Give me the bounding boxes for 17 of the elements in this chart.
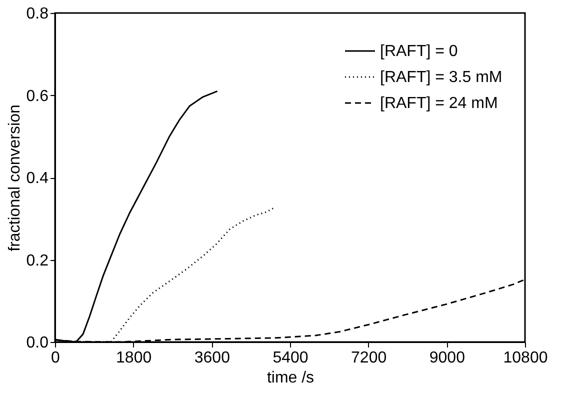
x-tick-label: 5400	[272, 350, 308, 366]
y-axis-title: fractional conversion	[6, 104, 24, 252]
legend-label: [RAFT] = 24 mM	[380, 95, 498, 112]
y-tick-label: 0.0	[26, 334, 49, 352]
legend-label: [RAFT] = 0	[380, 43, 458, 60]
x-tick-label: 1800	[116, 350, 152, 366]
x-tick-label: 0	[51, 350, 60, 366]
x-tick-label: 3600	[194, 350, 230, 366]
x-tick-label: 9000	[429, 350, 466, 366]
y-tick-label: 0.4	[26, 170, 49, 187]
y-tick-label: 0.2	[26, 252, 49, 270]
legend-label: [RAFT] = 3.5 mM	[380, 69, 502, 86]
y-tick-label: 0.6	[26, 88, 49, 105]
y-tick-label: 0.8	[26, 6, 49, 22]
x-tick-label: 10800	[503, 350, 548, 366]
x-tick-label: 7200	[351, 350, 387, 366]
x-axis-title: time /s	[266, 370, 314, 386]
